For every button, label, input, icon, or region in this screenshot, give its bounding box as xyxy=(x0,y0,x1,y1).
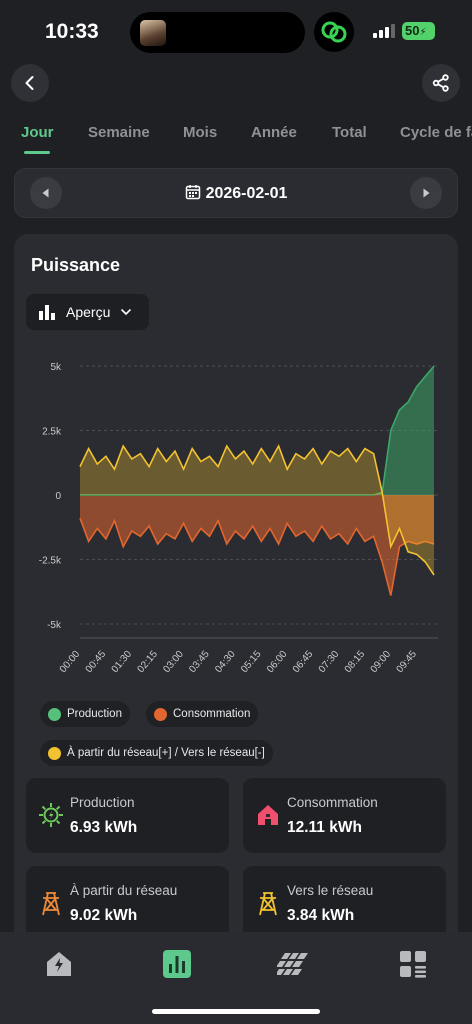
now-playing-avatar xyxy=(140,20,166,46)
calendar-icon xyxy=(185,185,200,200)
share-button[interactable] xyxy=(422,64,460,102)
solar-sun-icon xyxy=(39,803,63,827)
x-tick-label: 04:30 xyxy=(213,649,238,676)
series-area-2 xyxy=(80,446,434,575)
legend-production-label: Production xyxy=(67,708,122,720)
nav-menu[interactable] xyxy=(393,944,433,984)
legend-production[interactable]: Production xyxy=(40,701,130,727)
bottom-navigation xyxy=(0,932,472,1024)
tab-semaine[interactable]: Semaine xyxy=(88,124,150,141)
period-tabs: Jour Semaine Mois Année Total Cycle de f… xyxy=(0,118,472,158)
stat-consumption: Consommation 12.11 kWh xyxy=(243,778,446,853)
series-line-1 xyxy=(79,517,435,596)
x-tick-label: 03:00 xyxy=(161,649,186,676)
triangle-right-icon xyxy=(423,188,430,198)
tab-annee[interactable]: Année xyxy=(251,124,297,141)
x-tick-label: 05:15 xyxy=(239,649,264,676)
legend-consumption-label: Consommation xyxy=(173,708,251,720)
consumption-dot xyxy=(154,707,167,721)
stat-production-label: Production xyxy=(70,795,135,810)
legend-grid[interactable]: À partir du réseau[+] / Vers le réseau[-… xyxy=(40,740,273,766)
stat-to-grid-label: Vers le réseau xyxy=(287,883,374,898)
dynamic-island xyxy=(130,12,305,53)
x-tick-label: 00:45 xyxy=(84,649,109,676)
share-icon xyxy=(432,74,449,92)
power-chart: 5k 2.5k 0 -2.5k -5k 00:00 00:45 01:30 02:15 03:00… xyxy=(39,362,438,676)
battery-icon: 50⚡ xyxy=(402,22,435,40)
home-bolt-icon xyxy=(47,952,71,976)
view-selector-label: Aperçu xyxy=(66,304,111,320)
production-dot xyxy=(48,707,61,721)
y-tick-label: -5k xyxy=(47,620,62,631)
stat-from-grid: À partir du réseau 9.02 kWh xyxy=(26,866,229,941)
series-line-2 xyxy=(79,444,435,576)
nav-statistics[interactable] xyxy=(157,944,197,984)
nav-home[interactable] xyxy=(39,944,79,984)
date-label: 2026-02-01 xyxy=(205,185,288,202)
stat-consumption-label: Consommation xyxy=(287,795,378,810)
home-indicator xyxy=(152,1009,320,1014)
x-tick-label: 06:45 xyxy=(291,649,316,676)
stat-from-grid-label: À partir du réseau xyxy=(70,883,178,898)
triangle-left-icon xyxy=(42,188,49,198)
stat-to-grid: Vers le réseau 3.84 kWh xyxy=(243,866,446,941)
x-tick-label: 09:00 xyxy=(369,649,394,676)
chevron-left-icon xyxy=(25,76,34,90)
x-tick-label: 02:15 xyxy=(135,649,160,676)
tab-total[interactable]: Total xyxy=(332,124,367,141)
view-selector-dropdown[interactable]: Aperçu xyxy=(26,294,149,330)
series-area-1 xyxy=(80,495,434,596)
x-tick-label: 03:45 xyxy=(187,649,212,676)
grid-menu-icon xyxy=(400,951,426,978)
power-card: Puissance Aperçu 5k 2.5k 0 -2.5k -5k 00:00 00:… xyxy=(14,234,458,954)
tab-cycle[interactable]: Cycle de fa xyxy=(400,124,472,141)
house-icon xyxy=(258,805,278,825)
next-day-button[interactable] xyxy=(410,177,442,209)
x-tick-label: 01:30 xyxy=(110,649,135,676)
date-selector: 2026-02-01 xyxy=(14,168,458,218)
chevron-down-icon xyxy=(121,309,132,316)
x-tick-label: 09:45 xyxy=(395,649,420,676)
solar-panel-icon xyxy=(277,953,308,975)
series-area-0 xyxy=(80,366,434,495)
stat-consumption-value: 12.11 kWh xyxy=(287,819,362,836)
status-time: 10:33 xyxy=(45,20,99,43)
tab-jour[interactable]: Jour xyxy=(21,124,54,141)
x-tick-label: 07:30 xyxy=(317,649,342,676)
nav-devices[interactable] xyxy=(274,944,314,984)
bar-chart-icon xyxy=(163,950,191,978)
previous-day-button[interactable] xyxy=(30,177,62,209)
power-pylon-icon xyxy=(42,892,60,916)
y-tick-label: -2.5k xyxy=(39,556,62,567)
legend-grid-label: À partir du réseau[+] / Vers le réseau[-… xyxy=(67,747,265,759)
y-tick-label: 2.5k xyxy=(42,427,62,438)
link-app-icon xyxy=(314,12,354,52)
x-tick-label: 06:00 xyxy=(265,649,290,676)
tab-mois[interactable]: Mois xyxy=(183,124,218,141)
y-tick-label: 0 xyxy=(55,491,61,502)
card-title: Puissance xyxy=(31,255,121,275)
stat-production: Production 6.93 kWh xyxy=(26,778,229,853)
y-tick-label: 5k xyxy=(50,362,62,373)
stat-to-grid-value: 3.84 kWh xyxy=(287,907,355,924)
back-button[interactable] xyxy=(11,64,49,102)
power-pylon-icon xyxy=(259,892,277,916)
stat-production-value: 6.93 kWh xyxy=(70,819,138,836)
status-bar: 10:33 50⚡ xyxy=(0,0,472,64)
active-tab-indicator xyxy=(24,151,50,154)
x-tick-label: 08:15 xyxy=(343,649,368,676)
x-tick-label: 00:00 xyxy=(58,649,83,676)
battery-level: 50 xyxy=(405,23,420,38)
grid-dot xyxy=(48,746,61,760)
signal-icon xyxy=(373,24,395,38)
stat-from-grid-value: 9.02 kWh xyxy=(70,907,138,924)
legend-consumption[interactable]: Consommation xyxy=(146,701,259,727)
bar-chart-icon xyxy=(39,305,55,320)
current-date[interactable]: 2026-02-01 xyxy=(15,184,457,203)
series-line-0 xyxy=(80,365,435,496)
